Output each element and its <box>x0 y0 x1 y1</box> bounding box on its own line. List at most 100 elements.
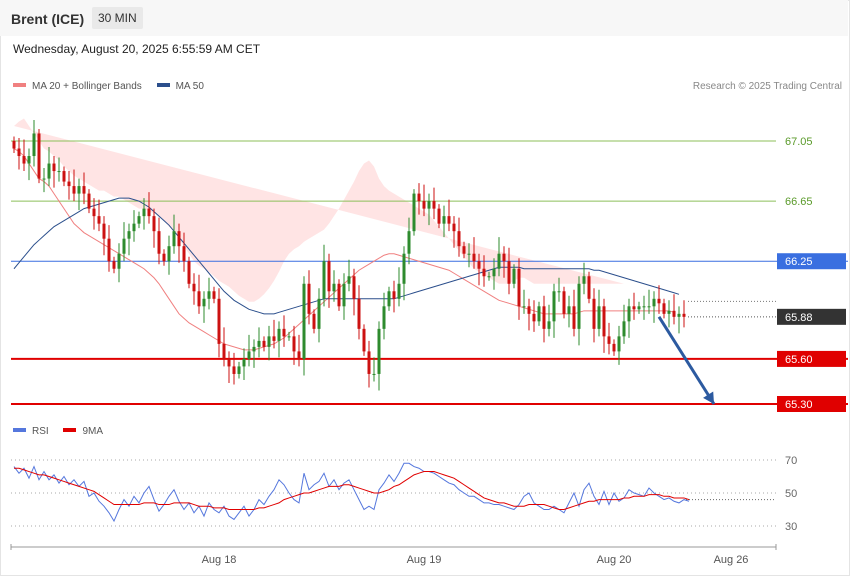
candle-body <box>282 328 286 337</box>
candle-body <box>327 261 331 292</box>
candle-body <box>207 291 211 299</box>
candle-body <box>157 231 161 254</box>
candle-body <box>437 208 441 224</box>
candle-body <box>52 163 56 172</box>
x-tick-aug-20: Aug 20 <box>597 554 632 566</box>
candle-body <box>382 306 386 329</box>
candle-body <box>652 298 656 307</box>
candle-body <box>682 313 686 317</box>
candle-body <box>172 231 176 247</box>
candle-body <box>372 373 376 375</box>
candle-body <box>102 223 106 239</box>
rsi-ma-line <box>14 467 690 510</box>
legend-label-ma20: MA 20 + Bollinger Bands <box>32 81 142 92</box>
candle-body <box>572 306 576 329</box>
candle-body <box>557 291 561 293</box>
timeframe-badge[interactable]: 30 MIN <box>92 7 143 29</box>
candle-body <box>642 306 646 308</box>
level-tag-65-30 <box>777 396 846 412</box>
projection-arrowhead <box>703 391 714 404</box>
candle-body <box>647 306 651 308</box>
candle-body <box>352 276 356 299</box>
x-tick-aug-18: Aug 18 <box>202 554 237 566</box>
candle-body <box>182 246 186 262</box>
level-label-66-25: 66.25 <box>785 256 813 268</box>
rsi-tick-50: 50 <box>785 488 797 500</box>
candle-body <box>137 216 141 224</box>
level-label-65-88: 65.88 <box>785 312 813 324</box>
bollinger-band <box>14 118 624 302</box>
rsi-tick-30: 30 <box>785 521 797 533</box>
candle-body <box>577 283 581 329</box>
candle-body <box>452 223 456 232</box>
candle-body <box>127 231 131 239</box>
candle-body <box>262 340 266 347</box>
candle-body <box>22 156 26 164</box>
candle-body <box>502 253 506 262</box>
candle-body <box>147 208 151 217</box>
candle-body <box>632 306 636 310</box>
candle-body <box>152 216 156 232</box>
candle-body <box>637 306 641 310</box>
legend-label-ma50: MA 50 <box>175 81 204 92</box>
legend-label-9ma: 9MA <box>82 426 104 437</box>
candle-body <box>537 306 541 322</box>
datetime-label: Wednesday, August 20, 2025 6:55:59 AM CE… <box>13 42 261 56</box>
candle-body <box>237 366 241 374</box>
candle-body <box>627 306 631 322</box>
candle-body <box>387 291 391 307</box>
x-tick-aug-26: Aug 26 <box>714 554 749 566</box>
legend-label-rsi: RSI <box>32 426 49 437</box>
level-label-65-60: 65.60 <box>785 354 813 366</box>
candle-body <box>442 216 446 224</box>
candle-body <box>112 261 116 269</box>
candle-body <box>482 268 486 277</box>
candle-body <box>512 268 516 284</box>
price-legend: MA 20 + Bollinger Bands MA 50 <box>13 81 216 92</box>
candle-body <box>582 276 586 284</box>
candle-body <box>72 186 76 194</box>
candle-body <box>542 306 546 329</box>
candle-body <box>87 193 91 209</box>
candle-body <box>12 141 16 149</box>
candle-body <box>457 231 461 247</box>
candle-body <box>32 133 36 157</box>
candle-body <box>317 298 321 329</box>
candle-body <box>657 298 661 304</box>
candle-body <box>297 351 301 359</box>
legend-item-ma20: MA 20 + Bollinger Bands <box>13 81 142 92</box>
candle-body <box>177 231 181 247</box>
legend-item-rsi: RSI <box>13 426 49 437</box>
candle-body <box>597 306 601 329</box>
rsi-swatch <box>13 428 26 433</box>
candle-body <box>362 328 366 352</box>
candle-body <box>167 246 171 262</box>
legend-item-ma50: MA 50 <box>156 81 204 92</box>
candle-body <box>432 201 436 209</box>
candle-body <box>47 163 51 179</box>
candle-body <box>532 313 536 322</box>
candle-body <box>622 321 626 337</box>
candle-body <box>377 328 381 374</box>
candle-body <box>252 346 256 352</box>
candle-body <box>27 156 31 164</box>
candle-body <box>607 336 611 344</box>
candle-body <box>142 208 146 217</box>
candle-body <box>522 306 526 308</box>
candle-body <box>267 336 271 347</box>
candle-body <box>107 238 111 262</box>
ma50-line <box>13 197 680 315</box>
candle-body <box>412 193 416 232</box>
research-credit: Research © 2025 Trading Central <box>692 81 842 92</box>
candle-body <box>392 291 396 299</box>
candle-body <box>367 351 371 374</box>
candle-body <box>562 291 566 314</box>
candle-body <box>417 193 421 202</box>
candle-body <box>592 298 596 329</box>
x-tick-aug-19: Aug 19 <box>407 554 442 566</box>
candle-body <box>122 238 126 254</box>
candle-body <box>672 310 676 317</box>
candle-body <box>132 223 136 232</box>
candle-body <box>357 298 361 329</box>
candle-body <box>92 208 96 217</box>
